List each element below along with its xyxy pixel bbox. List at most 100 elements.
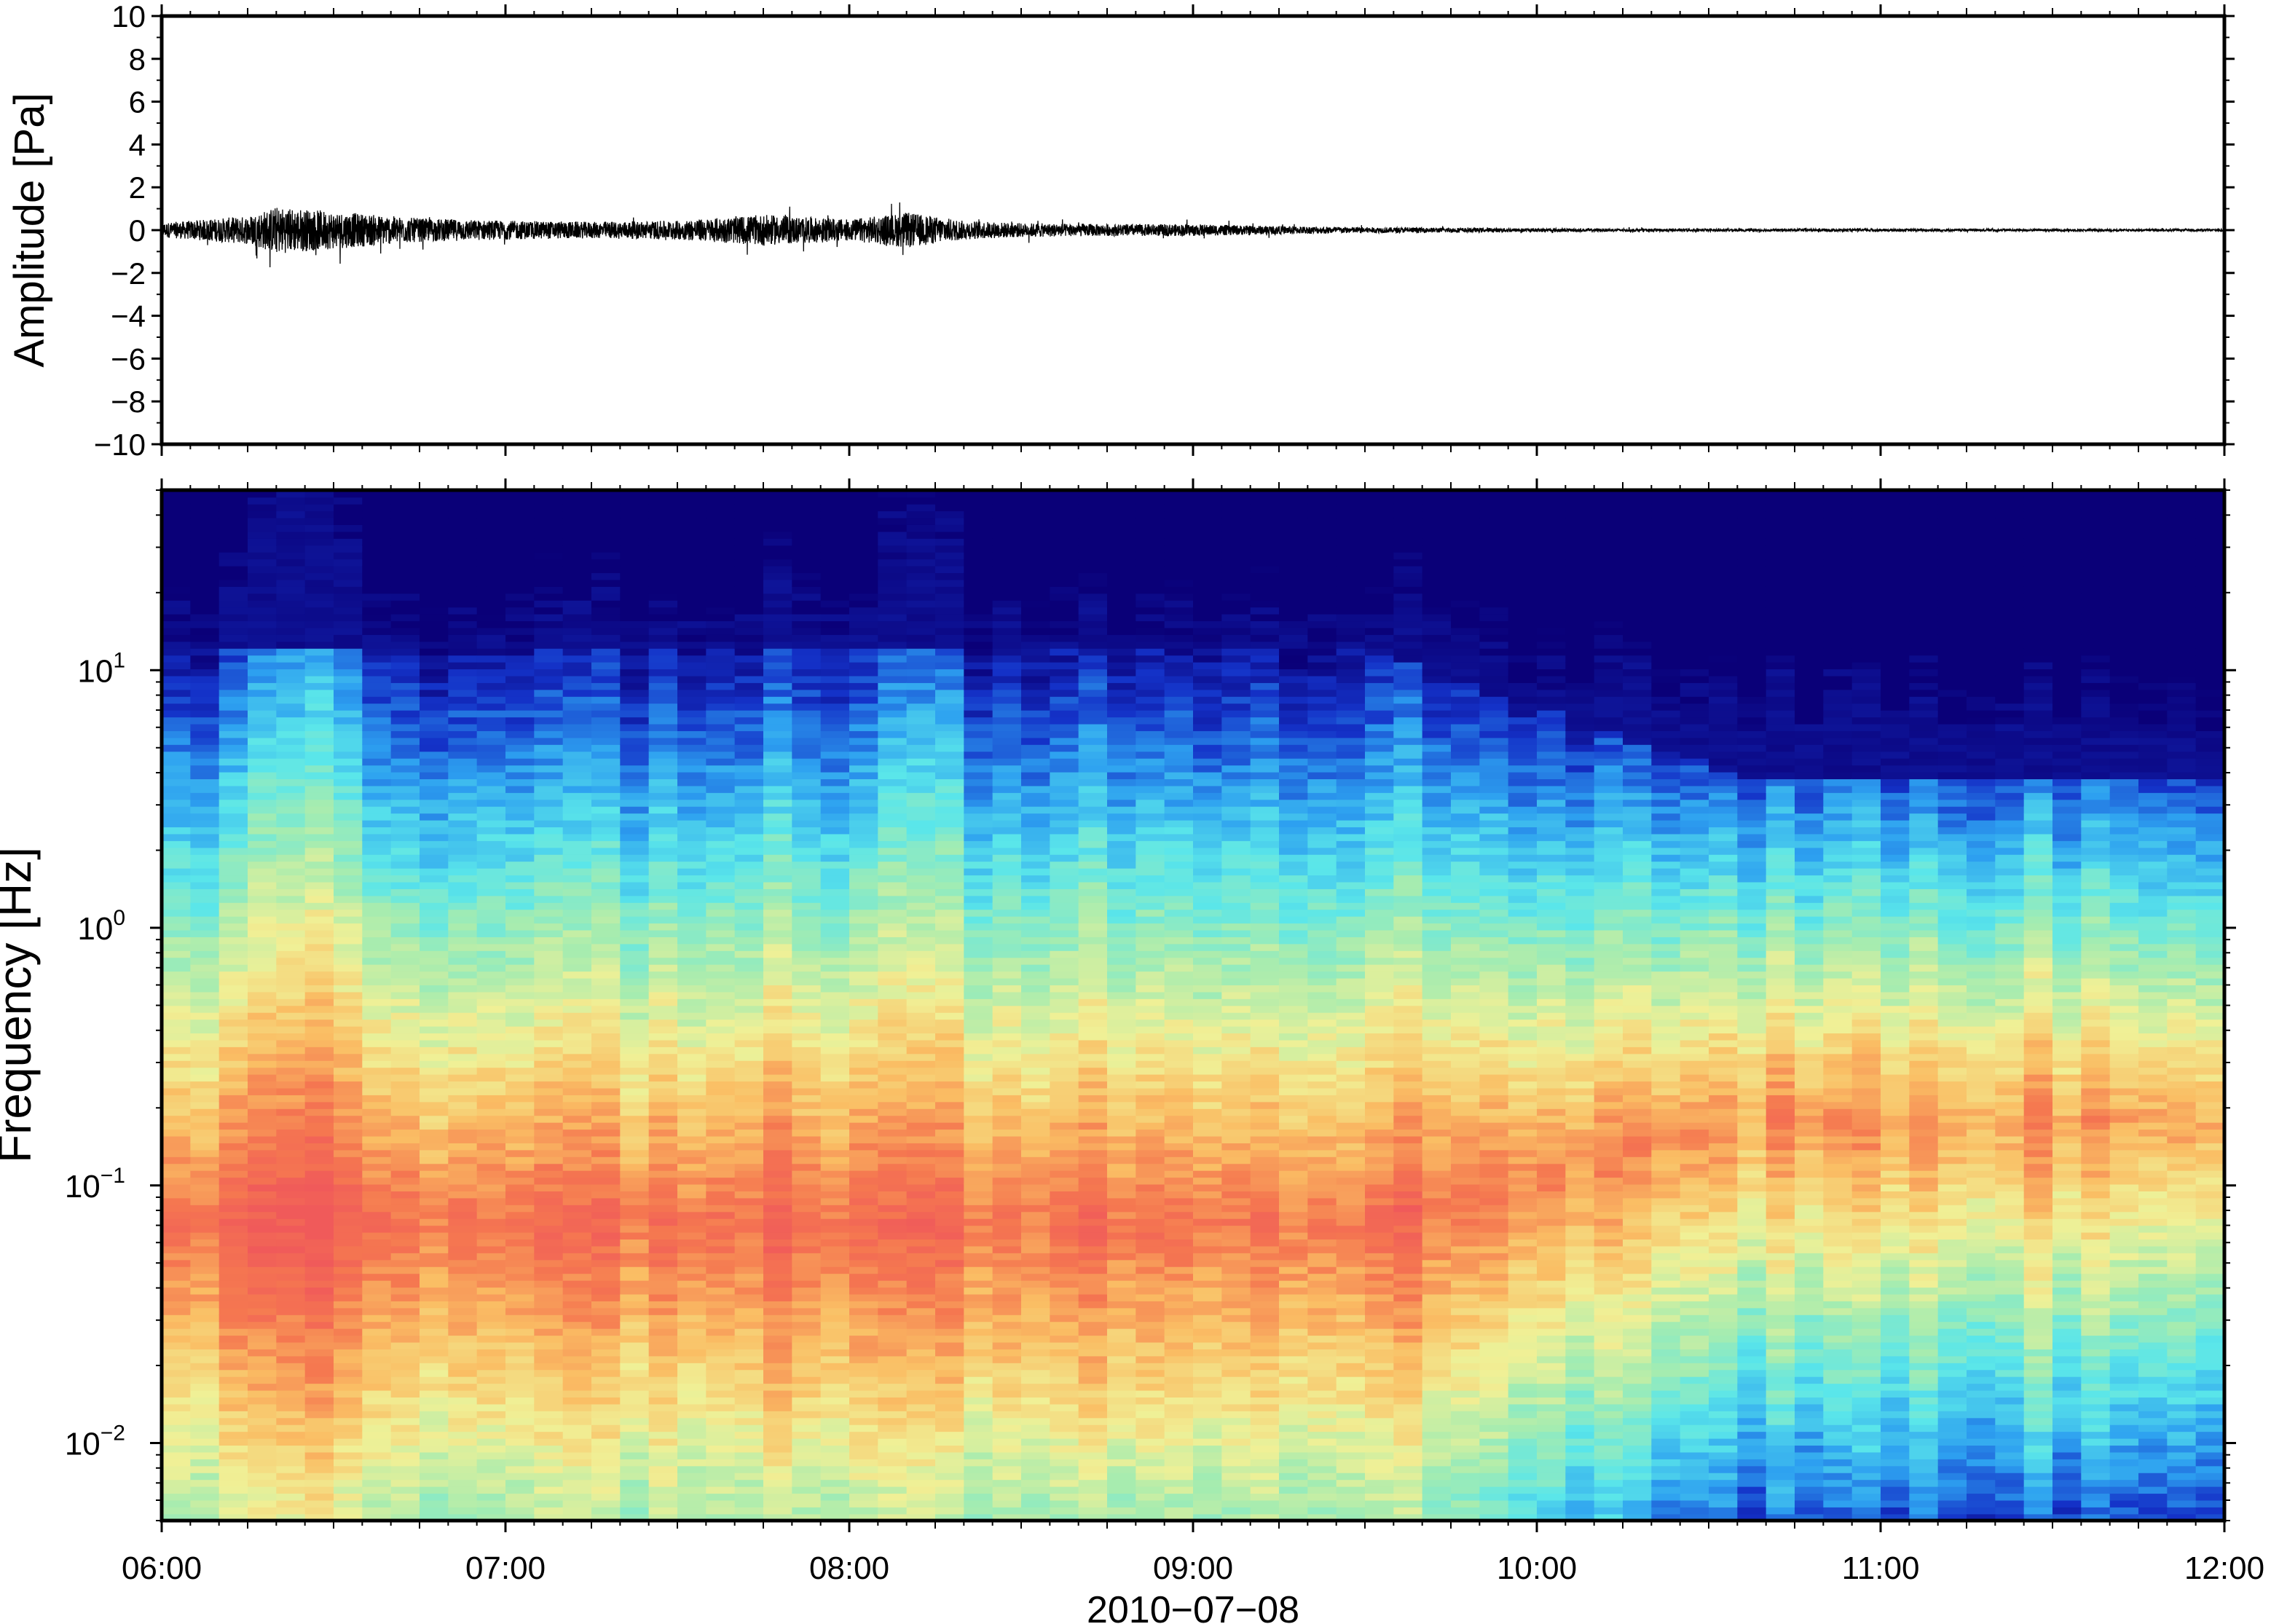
spectrogram-cell — [620, 1280, 650, 1288]
spectrogram-cell — [162, 579, 192, 587]
spectrogram-cell — [763, 1231, 793, 1240]
spectrogram-cell — [820, 909, 850, 917]
spectrogram-cell — [562, 1499, 592, 1507]
spectrogram-cell — [390, 757, 420, 766]
spectrogram-cell — [248, 854, 278, 862]
spectrogram-cell — [763, 1369, 793, 1377]
spectrogram-cell — [620, 1095, 650, 1103]
spectrogram-cell — [390, 792, 420, 800]
spectrogram-cell — [334, 1486, 363, 1494]
spectrogram-cell — [1050, 1143, 1079, 1151]
spectrogram-cell — [820, 661, 850, 670]
spectrogram-cell — [448, 1411, 478, 1419]
spectrogram-cell — [476, 1122, 506, 1130]
spectrogram-cell — [792, 1245, 822, 1253]
spectrogram-cell — [906, 751, 936, 759]
spectrogram-cell — [878, 1218, 908, 1226]
spectrogram-cell — [1050, 1053, 1079, 1061]
spectrogram-cell — [734, 827, 764, 835]
spectrogram-cell — [304, 723, 334, 731]
spectrogram-cell — [849, 490, 879, 498]
spectrogram-cell — [390, 1280, 420, 1288]
spectrogram-cell — [276, 1507, 306, 1515]
spectrogram-cell — [362, 1067, 392, 1075]
spectrogram-cell — [648, 1005, 678, 1013]
spectrogram-cell — [648, 565, 678, 573]
spectrogram-cell — [734, 572, 764, 580]
spectrogram-cell — [248, 1459, 278, 1467]
spectrogram-cell — [276, 737, 306, 745]
spectrogram-cell — [935, 833, 965, 841]
spectrogram-cell — [792, 1163, 822, 1171]
spectrogram-cell — [334, 696, 363, 704]
spectrogram-cell — [878, 771, 908, 779]
spectrogram-cell — [763, 902, 793, 910]
spectrogram-cell — [334, 1293, 363, 1301]
spectrogram-cell — [219, 730, 248, 738]
spectrogram-cell — [390, 1465, 420, 1473]
spectrogram-cell — [248, 1143, 278, 1151]
spectrogram-cell — [219, 833, 248, 841]
spectrogram-cell — [706, 723, 736, 731]
spectrogram-cell — [162, 1025, 192, 1034]
spectrogram-cell — [276, 888, 306, 896]
spectrogram-cell — [534, 1403, 564, 1411]
spectrogram-cell — [304, 1499, 334, 1507]
spectrogram-cell — [562, 703, 592, 711]
spectrogram-cell — [734, 1273, 764, 1281]
spectrogram-cell — [505, 511, 535, 519]
spectrogram-cell — [248, 1403, 278, 1411]
spectrogram-cell — [304, 771, 334, 779]
spectrogram-cell — [219, 1314, 248, 1323]
spectrogram-cell — [448, 565, 478, 573]
spectrogram-cell — [534, 511, 564, 519]
spectrogram-cell — [591, 1177, 621, 1185]
spectrogram-cell — [878, 1376, 908, 1384]
spectrogram-cell — [591, 1314, 621, 1323]
spectrogram-cell — [448, 1053, 478, 1061]
spectrogram-cell — [792, 655, 822, 663]
spectrogram-cell — [476, 1177, 506, 1185]
spectrogram-cell — [935, 1472, 965, 1481]
spectrogram-cell — [763, 559, 793, 567]
spectrogram-cell — [219, 1225, 248, 1233]
spectrogram-cell — [334, 1143, 363, 1151]
spectrogram-cell — [562, 1287, 592, 1295]
spectrogram-cell — [448, 867, 478, 876]
spectrogram-cell — [992, 792, 1022, 800]
spectrogram-cell — [190, 1197, 220, 1205]
spectrogram-cell — [677, 565, 707, 573]
spectrogram-cell — [219, 1108, 248, 1116]
spectrogram-cell — [620, 490, 650, 498]
spectrogram-cell — [734, 655, 764, 663]
spectrogram-cell — [1050, 1486, 1079, 1494]
spectrogram-cell — [706, 1095, 736, 1103]
spectrogram-cell — [878, 579, 908, 587]
spectrogram-cell — [219, 867, 248, 876]
spectrogram-cell — [734, 627, 764, 635]
spectrogram-cell — [476, 1451, 506, 1459]
spectrogram-cell — [562, 1170, 592, 1178]
spectrogram-cell — [448, 696, 478, 704]
spectrogram-cell — [677, 923, 707, 931]
spectrogram-cell — [591, 867, 621, 876]
spectrogram-cell — [992, 1197, 1022, 1205]
spectrogram-cell — [476, 586, 506, 594]
spectrogram-cell — [1050, 1163, 1079, 1171]
spectrogram-cell — [706, 1231, 736, 1240]
spectrogram-cell — [591, 1411, 621, 1419]
spectrogram-cell — [562, 682, 592, 690]
spectrogram-cell — [706, 779, 736, 787]
spectrogram-cell — [390, 779, 420, 787]
spectrogram-cell — [248, 1095, 278, 1103]
spectrogram-cell — [1050, 971, 1079, 979]
spectrogram-cell — [935, 1273, 965, 1281]
spectrogram-cell — [878, 957, 908, 965]
spectrogram-cell — [562, 1218, 592, 1226]
spectrogram-cell — [677, 1067, 707, 1075]
spectrogram-cell — [706, 875, 736, 883]
spectrogram-cell — [992, 909, 1022, 917]
spectrogram-cell — [276, 909, 306, 917]
spectrogram-cell — [992, 1424, 1022, 1432]
spectrogram-cell — [448, 1115, 478, 1123]
